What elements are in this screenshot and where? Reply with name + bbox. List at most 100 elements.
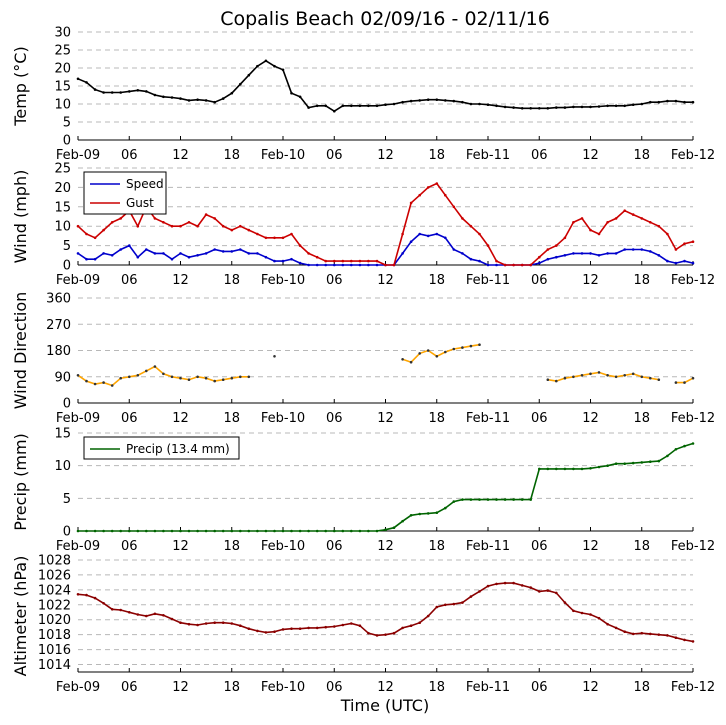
data-point-wind	[657, 254, 661, 257]
data-point-wind	[333, 263, 336, 267]
data-point-wind	[281, 259, 285, 263]
data-point-wind	[221, 250, 225, 253]
data-point-dir	[179, 376, 182, 380]
data-point-dir	[230, 376, 234, 380]
data-point-alt	[469, 595, 473, 598]
data-point-wind	[674, 261, 678, 265]
data-point-temp	[375, 104, 379, 108]
data-point-wind	[563, 236, 567, 240]
data-point-dir	[649, 376, 652, 380]
data-point-dir	[76, 374, 80, 377]
data-point-temp	[666, 99, 669, 103]
data-point-dir	[273, 355, 276, 358]
x-tick-label-precip: Feb-09	[56, 539, 100, 554]
data-point-wind	[239, 248, 242, 251]
data-point-alt	[512, 581, 515, 585]
data-point-wind	[478, 259, 481, 263]
data-point-alt	[324, 625, 328, 629]
data-point-wind	[264, 236, 268, 240]
y-tick-label-alt: 1014	[38, 658, 71, 673]
y-tick-label-precip: 5	[63, 492, 71, 507]
data-point-precip	[110, 529, 114, 533]
data-point-precip	[256, 529, 259, 533]
x-tick-label-temp: Feb-09	[56, 148, 100, 163]
y-axis-label-dir: Wind Direction	[11, 292, 30, 410]
data-point-precip	[580, 467, 584, 471]
data-point-temp	[461, 100, 464, 104]
data-point-dir	[597, 371, 601, 374]
data-point-wind	[273, 236, 276, 240]
data-point-wind	[614, 252, 618, 255]
legend-label-precip: Precip (13.4 mm)	[126, 442, 230, 456]
data-point-alt	[384, 633, 387, 636]
data-point-precip	[546, 467, 550, 471]
y-tick-label-temp: 15	[54, 80, 71, 95]
data-point-precip	[281, 529, 285, 533]
data-point-alt	[444, 603, 447, 607]
x-tick-label-alt: Feb-12	[671, 680, 715, 695]
data-point-wind	[281, 236, 285, 240]
data-point-alt	[555, 591, 558, 595]
data-point-precip	[315, 529, 319, 533]
data-point-wind	[298, 244, 302, 247]
data-point-dir	[606, 374, 609, 377]
data-point-temp	[563, 106, 567, 109]
data-point-precip	[350, 529, 353, 533]
y-tick-label-dir: 180	[46, 344, 71, 359]
data-point-temp	[674, 99, 678, 103]
data-point-wind	[666, 259, 669, 263]
data-point-wind	[512, 263, 515, 267]
data-point-wind	[315, 263, 319, 267]
data-point-alt	[230, 622, 234, 625]
data-point-dir	[247, 375, 251, 379]
data-point-precip	[392, 526, 396, 529]
data-point-dir	[589, 372, 592, 376]
data-point-precip	[538, 467, 541, 471]
data-point-temp	[589, 105, 592, 109]
data-point-alt	[350, 622, 353, 625]
data-point-temp	[136, 89, 140, 92]
data-point-wind	[572, 252, 575, 255]
x-tick-label-temp: 18	[223, 148, 240, 163]
data-point-alt	[119, 608, 122, 612]
y-tick-label-dir: 360	[46, 292, 71, 307]
data-point-dir	[401, 358, 404, 361]
data-point-wind	[520, 263, 524, 267]
data-point-temp	[555, 106, 558, 109]
data-point-wind	[204, 213, 208, 216]
data-point-alt	[452, 602, 456, 606]
data-point-wind	[341, 263, 345, 267]
panel-precip: 0 5 10 15 Feb-09 06 12 18 Feb-10 06 12 18 Feb-11 06 12…	[11, 427, 715, 555]
data-point-wind	[469, 257, 473, 261]
legend-label-wind: Gust	[126, 196, 154, 210]
data-point-wind	[529, 263, 532, 267]
data-point-wind	[93, 257, 97, 261]
data-point-dir	[444, 350, 447, 354]
data-point-precip	[409, 514, 413, 517]
x-tick-label-wind: 18	[223, 273, 240, 288]
data-point-precip	[529, 498, 532, 501]
data-point-precip	[512, 498, 515, 501]
data-point-alt	[136, 613, 140, 616]
data-point-temp	[486, 103, 490, 106]
x-tick-label-temp: 06	[326, 148, 343, 163]
x-tick-label-alt: 12	[582, 680, 599, 695]
x-tick-label-dir: 18	[428, 411, 445, 426]
legend-label-wind: Speed	[126, 177, 164, 191]
data-point-temp	[324, 104, 328, 108]
x-tick-label-precip: 12	[582, 539, 599, 554]
data-point-wind	[170, 257, 174, 261]
data-point-wind	[375, 263, 379, 267]
data-point-dir	[683, 381, 686, 384]
data-point-wind	[546, 257, 550, 261]
data-point-precip	[136, 529, 140, 533]
data-point-precip	[452, 500, 456, 503]
data-point-temp	[281, 68, 285, 72]
data-point-alt	[563, 601, 567, 604]
data-point-alt	[307, 626, 310, 630]
x-tick-label-precip: Feb-12	[671, 539, 715, 554]
data-point-precip	[614, 462, 618, 466]
data-point-dir	[555, 379, 558, 383]
data-point-wind	[649, 221, 652, 224]
x-tick-label-temp: 12	[582, 148, 599, 163]
